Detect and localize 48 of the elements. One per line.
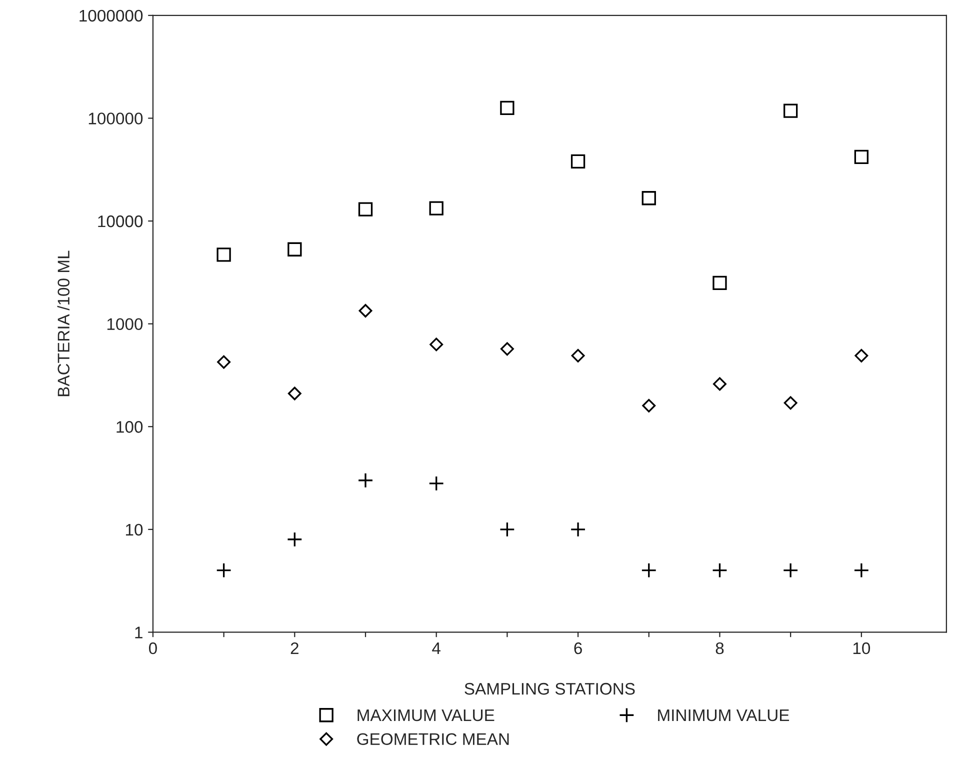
point xyxy=(854,562,870,578)
point xyxy=(216,562,232,578)
x-tick-label: 10 xyxy=(853,642,870,654)
point xyxy=(358,202,373,216)
point xyxy=(642,398,656,412)
y-tick-label: 1000000 xyxy=(80,10,143,22)
y-tick-label: 1000 xyxy=(107,318,143,330)
point xyxy=(641,562,657,578)
y-tick-label: 100000 xyxy=(88,112,143,124)
point xyxy=(854,150,869,164)
point xyxy=(782,562,798,578)
point xyxy=(430,338,444,352)
legend-label: MAXIMUM VALUE xyxy=(358,710,494,722)
legend-label: GEOMETRIC MEAN xyxy=(357,733,509,746)
point xyxy=(854,348,868,362)
point xyxy=(500,100,514,115)
point xyxy=(286,532,302,548)
point xyxy=(358,304,372,318)
point xyxy=(429,201,444,216)
point xyxy=(783,104,798,118)
legend-label: MINIMUM VALUE xyxy=(658,710,790,722)
point xyxy=(570,522,586,538)
point xyxy=(499,522,515,538)
point xyxy=(712,562,728,578)
y-tick-label: 1 xyxy=(135,626,142,638)
point xyxy=(500,342,514,356)
x-tick-label: 4 xyxy=(432,642,440,654)
point xyxy=(216,248,231,262)
y-tick-label: 100 xyxy=(116,421,143,433)
point xyxy=(571,348,585,362)
x-tick-label: 8 xyxy=(716,642,724,654)
point xyxy=(784,396,798,410)
point xyxy=(428,476,444,492)
point xyxy=(570,154,586,169)
point xyxy=(713,377,726,391)
point xyxy=(642,191,656,206)
point xyxy=(358,472,374,488)
y-tick-label: 10 xyxy=(126,524,143,536)
y-axis-title: BACTERIA /100 ML xyxy=(57,250,70,396)
point xyxy=(712,276,727,290)
point xyxy=(288,386,302,400)
x-tick-label: 2 xyxy=(290,642,298,654)
x-axis-title: SAMPLING STATIONS xyxy=(464,682,635,695)
x-tick-label: 6 xyxy=(574,642,582,654)
point xyxy=(288,242,302,256)
x-tick-label: 0 xyxy=(148,642,157,654)
point xyxy=(217,355,231,369)
y-tick-label: 10000 xyxy=(98,215,143,228)
